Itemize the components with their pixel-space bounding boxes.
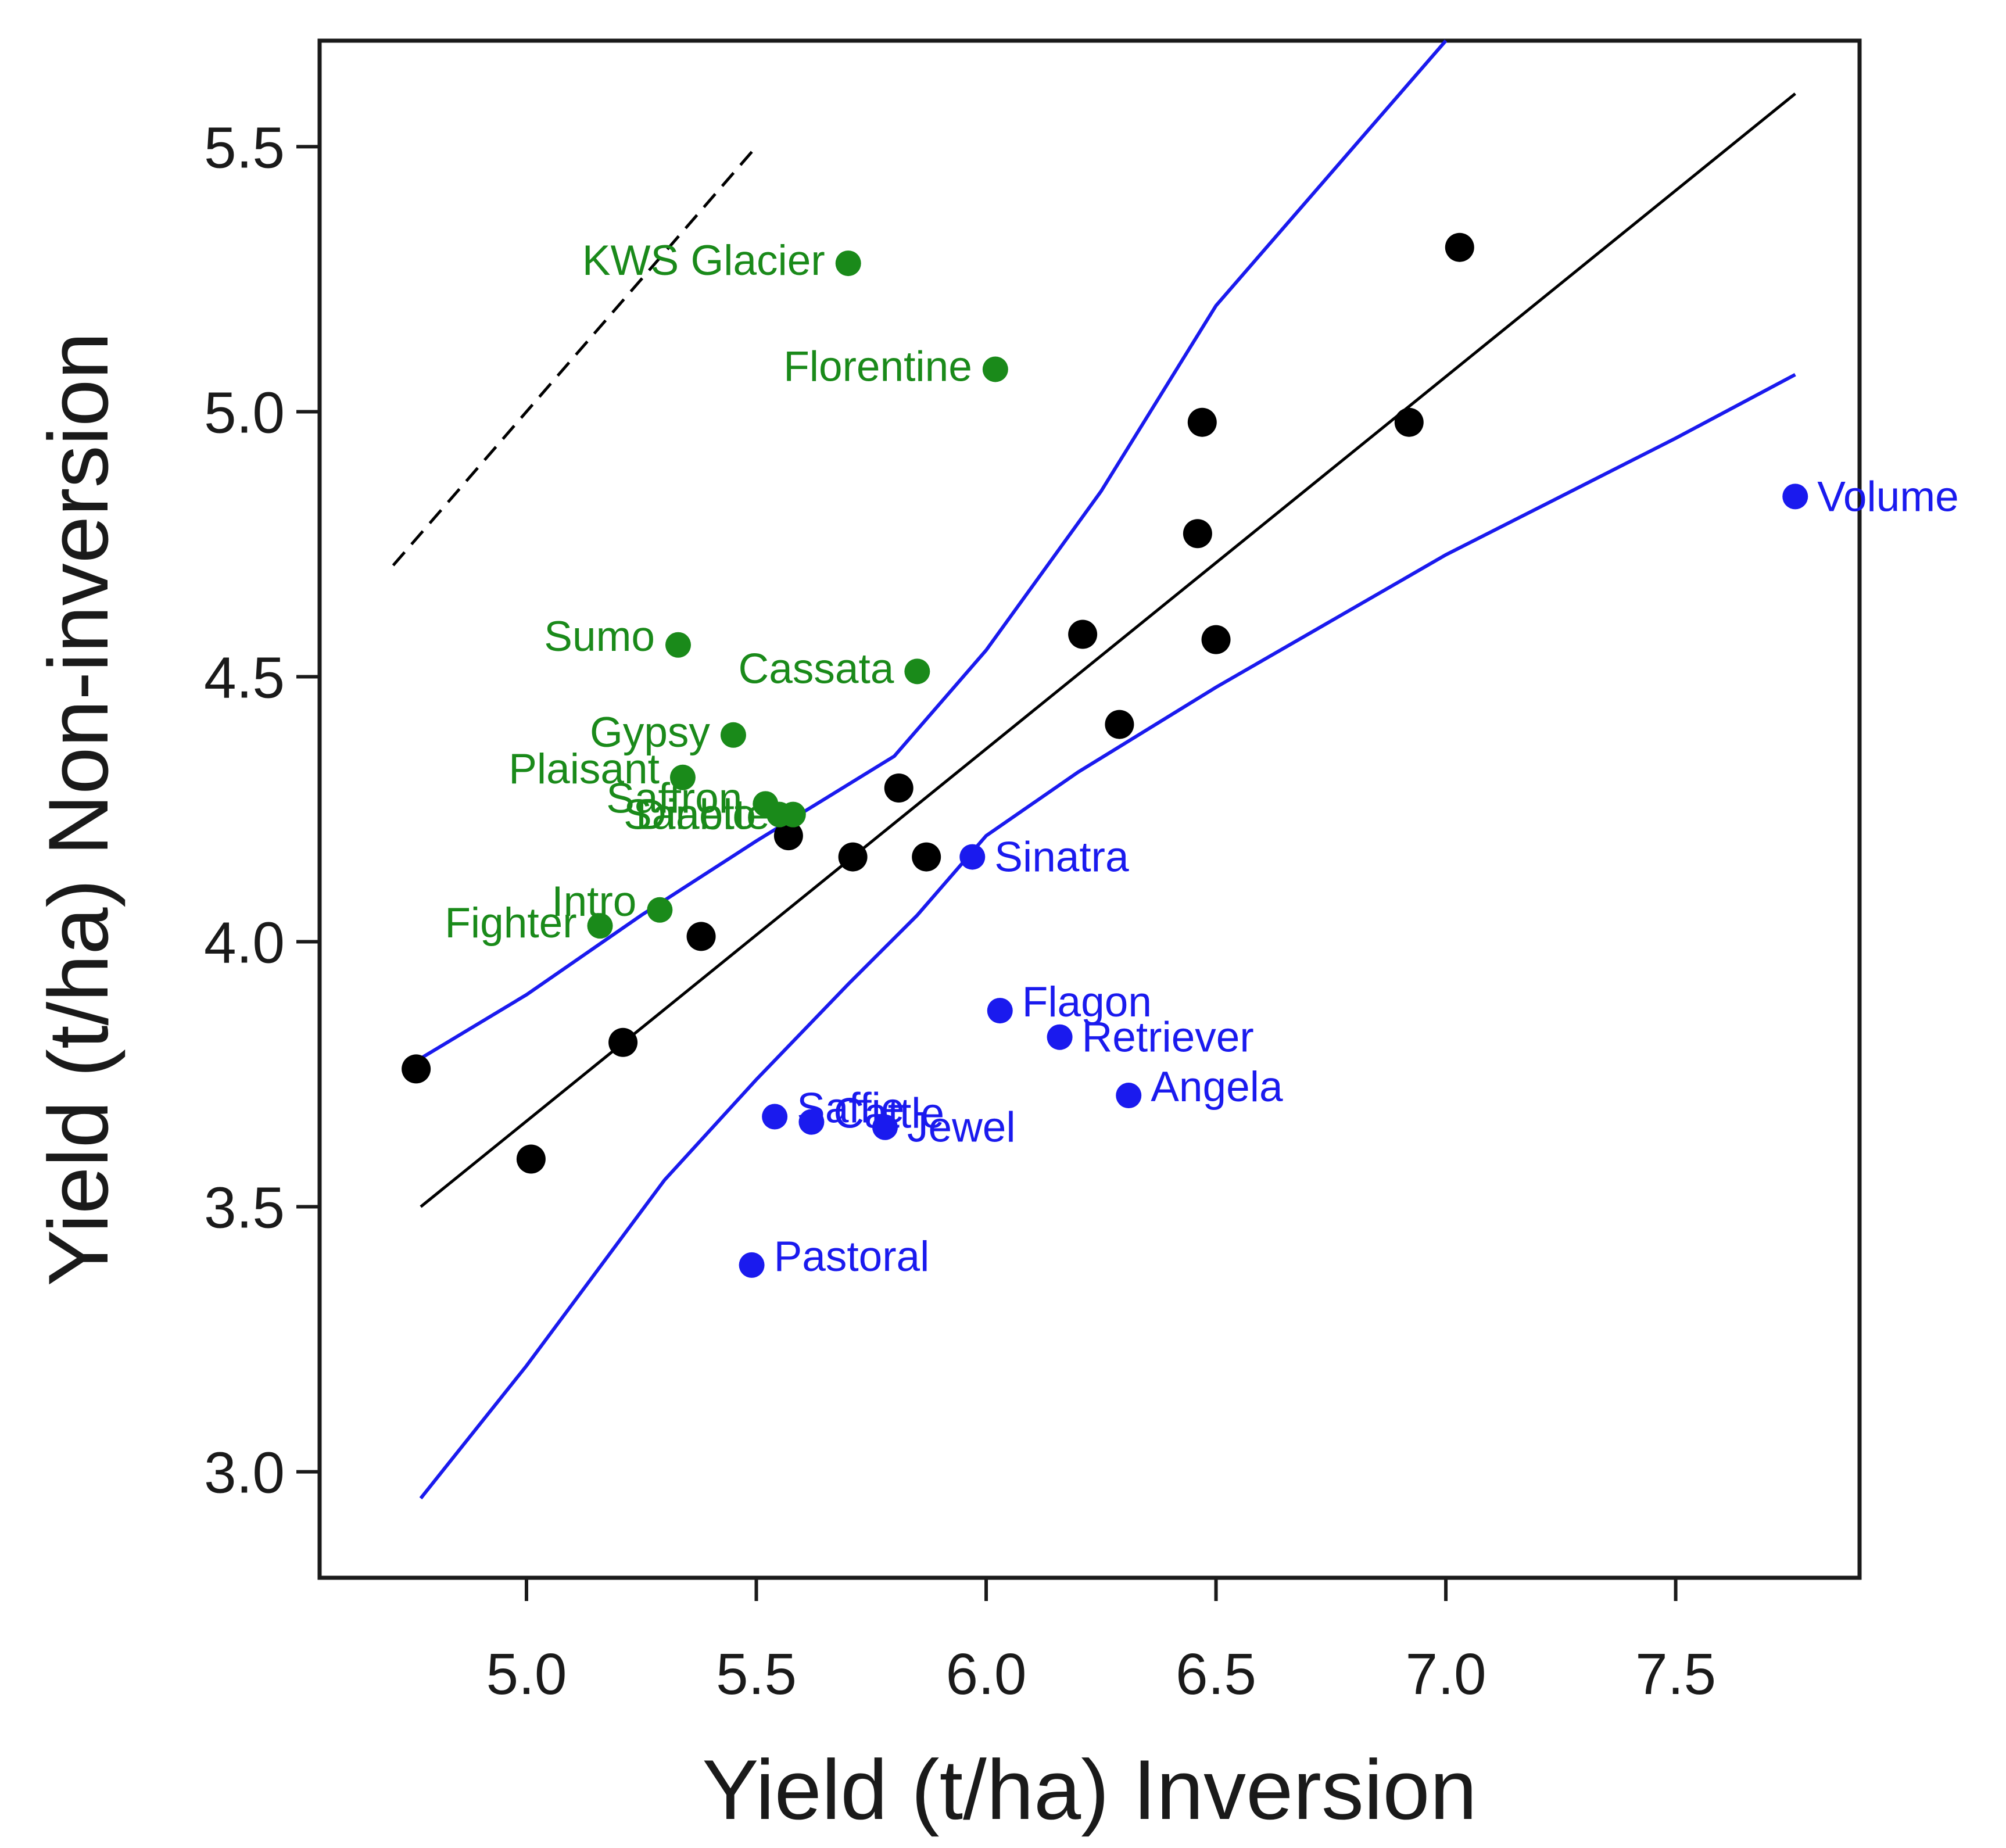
x-tick-label: 6.0 <box>946 1642 1027 1707</box>
plot-points: KWS Glacier Florentine Sumo Cassata GypsyPla… <box>402 232 1959 1280</box>
point-cattle <box>798 1109 825 1135</box>
point-label: Cassata <box>739 645 894 692</box>
point-volume <box>1782 484 1808 510</box>
point-label: Pastoral <box>774 1233 930 1280</box>
x-axis-title: Yield (t/ha) Inversion <box>702 1742 1477 1837</box>
point-angela <box>1116 1083 1142 1109</box>
y-tick-label: 5.5 <box>204 115 285 180</box>
data-point <box>912 842 941 872</box>
data-point <box>1394 407 1424 437</box>
point-label: Jewel <box>907 1104 1016 1151</box>
fit-line <box>420 92 1796 1208</box>
point-label: Saffron <box>606 775 742 822</box>
point-label: Fighter <box>445 900 576 947</box>
point-label: Sinatra <box>994 834 1129 881</box>
point-pastoral <box>739 1252 765 1278</box>
point-label: Retriever <box>1082 1014 1254 1061</box>
x-tick-label: 7.5 <box>1635 1642 1716 1707</box>
point-intro <box>647 897 673 923</box>
point-flagon <box>987 998 1013 1024</box>
x-tick-label: 6.5 <box>1176 1642 1256 1707</box>
upper-band-line <box>420 40 1448 1060</box>
x-tick-label: 7.0 <box>1406 1642 1486 1707</box>
point-label: Florentine <box>783 343 972 390</box>
point-label: Volume <box>1817 473 1959 520</box>
point-label: Sanette <box>624 792 770 839</box>
y-tick-label: 3.0 <box>204 1441 285 1506</box>
y-tick-label: 5.0 <box>204 380 285 445</box>
data-point <box>516 1144 546 1174</box>
y-tick-label: 4.0 <box>204 911 285 976</box>
y-axis: 3.0 3.5 4.0 4.5 5.0 5.5 <box>204 115 320 1506</box>
data-point <box>884 773 914 803</box>
data-point <box>1187 407 1217 437</box>
point-saffie <box>762 1104 788 1130</box>
point-sanette <box>780 801 806 828</box>
data-point <box>1201 625 1231 654</box>
x-axis: 5.0 5.5 6.0 6.5 7.0 7.5 <box>486 1578 1716 1707</box>
point-label: Plaisant <box>508 746 660 793</box>
data-point <box>1183 519 1212 549</box>
data-point <box>1068 619 1098 649</box>
x-tick-label: 5.5 <box>716 1642 797 1707</box>
data-point <box>608 1027 638 1057</box>
point-label: KWS Glacier <box>582 237 825 284</box>
y-tick-label: 4.5 <box>204 645 285 710</box>
data-point <box>773 821 803 851</box>
point-fighter <box>587 913 613 939</box>
point-label: Sumo <box>544 613 655 660</box>
plot-lines <box>392 40 1796 1500</box>
point-label: Gypsy <box>590 709 710 756</box>
data-point <box>402 1054 431 1084</box>
lower-band-line <box>419 373 1796 1500</box>
point-cassata <box>904 658 930 685</box>
data-point <box>1105 710 1134 739</box>
data-point <box>686 922 716 951</box>
reference-line <box>392 145 758 567</box>
plot-frame <box>317 38 1862 1580</box>
point-sumo <box>665 632 692 658</box>
x-tick-label: 5.0 <box>486 1642 567 1707</box>
point-plaisant <box>669 764 696 790</box>
point-gypsy <box>720 722 746 748</box>
point-label: Diablo <box>636 792 756 839</box>
y-axis-title: Yield (t/ha) Non-inversion <box>31 332 126 1287</box>
point-label: Angela <box>1151 1063 1283 1111</box>
data-point <box>838 842 868 872</box>
point-florentine <box>982 356 1008 382</box>
point-retriever <box>1047 1024 1073 1050</box>
point-kws-glacier <box>835 250 861 277</box>
point-label: Flagon <box>1022 979 1152 1026</box>
point-jewel <box>872 1114 898 1140</box>
point-sinatra <box>959 844 986 870</box>
y-tick-label: 3.5 <box>204 1176 285 1241</box>
data-point <box>1445 232 1474 262</box>
